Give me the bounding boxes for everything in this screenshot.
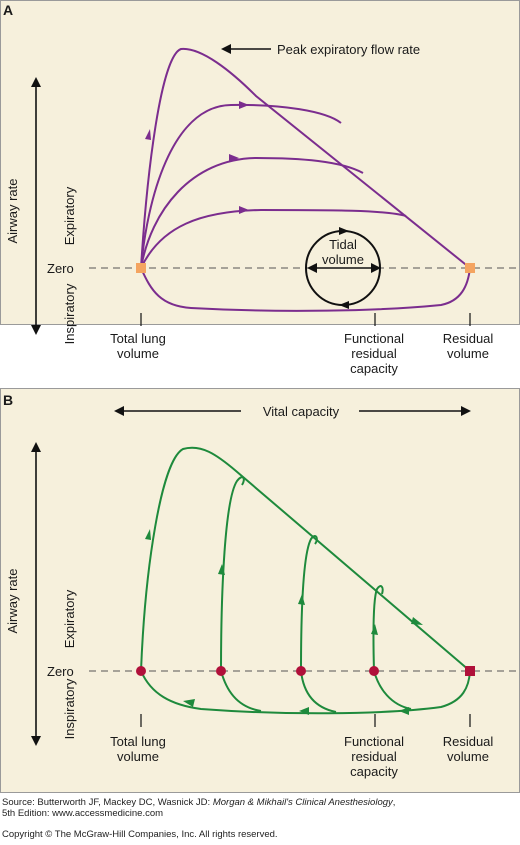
footer-copyright: Copyright © The McGraw-Hill Companies, I…: [2, 829, 278, 840]
panel-b-arrow-up-2: [218, 564, 225, 575]
panel-a-x-label-frc-3: capacity: [350, 361, 398, 376]
footer-source-title: Morgan & Mikhail's Clinical Anesthesiolo…: [212, 797, 393, 808]
panel-b-curve-arrows: [145, 529, 423, 715]
panel-b-inspiratory-curve-1: [140, 670, 471, 715]
panel-b-marker-3: [296, 666, 306, 676]
panel-a-x-label-frc-2: residual: [351, 346, 397, 361]
panel-a-arrow-right-3: [239, 206, 249, 214]
panel-a-diagram: A Airway rate Expiratory Inspiratory Zer…: [3, 2, 519, 344]
panel-a-arrow-right-2: [229, 154, 239, 162]
panel-a-tidal-loop-arrow-top: [339, 227, 349, 235]
panel-b-marker-1: [136, 666, 146, 676]
footer-source-prefix: Source: Butterworth JF, Mackey DC, Wasni…: [2, 797, 213, 808]
panel-a-y-axis-label: Airway rate: [5, 178, 20, 243]
panel-a-peak-label: Peak expiratory flow rate: [277, 42, 420, 57]
panel-a-flow-volume-loops: A Airway rate Expiratory Inspiratory Zer…: [0, 0, 520, 344]
panel-a-curve-max: [140, 47, 471, 269]
panel-a-expiratory-label: Expiratory: [62, 186, 77, 245]
panel-a-x-label-rv-1: Residual: [443, 331, 494, 346]
panel-a-curve-2: [140, 103, 342, 269]
panel-b-x-label-frc-1: Functional: [344, 734, 404, 749]
panel-a-tidal-label-2: volume: [322, 252, 364, 267]
panel-b-marker-4: [369, 666, 379, 676]
panel-a-x-label-tlc-2: volume: [117, 346, 159, 361]
panel-b-inspiratory-curve-3: [300, 670, 337, 713]
panel-a-x-label-rv-2: volume: [447, 346, 489, 361]
panel-b-curve-max: [140, 446, 471, 672]
panel-a-curve-arrows: [145, 101, 249, 214]
panel-b-x-label-rv-2: volume: [447, 749, 489, 764]
panel-a-x-labels: Total lung volume Functional residual ca…: [110, 331, 494, 376]
panel-a-tidal-label-1: Tidal: [329, 237, 357, 252]
panel-b-x-label-frc-2: residual: [351, 749, 397, 764]
footer-source-suffix: ,: [392, 797, 396, 808]
panel-b-inspiratory-curve-2: [220, 670, 262, 712]
panel-a-x-label-tlc-1: Total lung: [110, 331, 166, 346]
panel-b-x-label-rv-1: Residual: [443, 734, 494, 749]
panel-b-x-label-frc-3: capacity: [350, 764, 398, 779]
panel-a-marker-rv: [465, 263, 475, 273]
panel-a-arrow-right-1: [239, 101, 249, 109]
panel-a-curve-4: [140, 208, 407, 269]
panel-b-diagram: B Vital capacity Airway rate Expiratory …: [3, 392, 519, 746]
panel-b-arrow-left-1: [183, 699, 195, 707]
panel-b-marker-2: [216, 666, 226, 676]
panel-b-curves: [140, 446, 471, 715]
panel-b-arrow-left-3: [399, 707, 409, 715]
panel-b-y-axis-label: Airway rate: [5, 568, 20, 633]
panel-b-arrow-left-2: [299, 707, 309, 715]
panel-b-marker-rv: [465, 666, 475, 676]
footer-source: Source: Butterworth JF, Mackey DC, Wasni…: [2, 797, 395, 819]
panel-a-marker-tlc: [136, 263, 146, 273]
panel-b-arrow-up-4: [371, 624, 378, 635]
panel-b-x-label-tlc-1: Total lung: [110, 734, 166, 749]
panel-b-x-labels: Total lung volume Functional residual ca…: [110, 734, 494, 779]
panel-b-arrow-down-diagonal: [411, 617, 423, 625]
panel-b-arrow-up-3: [298, 594, 305, 605]
panel-b-zero-label: Zero: [47, 664, 74, 679]
panel-a-x-label-frc-1: Functional: [344, 331, 404, 346]
panel-b-curve-3: [300, 535, 318, 672]
panel-a-arrow-up-1: [145, 129, 151, 140]
panel-b-arrow-up-1: [145, 529, 151, 540]
panel-a-zero-label: Zero: [47, 261, 74, 276]
panel-b-inspiratory-curve-4: [373, 670, 412, 710]
panel-b-x-label-tlc-2: volume: [117, 749, 159, 764]
panel-b-vital-capacity-label: Vital capacity: [263, 404, 340, 419]
footer-source-line2: 5th Edition: www.accessmedicine.com: [2, 808, 164, 819]
panel-b-inspiratory-label: Inspiratory: [62, 678, 77, 739]
panel-b-letter: B: [3, 392, 13, 408]
panel-b-curve-4: [372, 585, 384, 672]
panel-b-expiratory-label: Expiratory: [62, 589, 77, 648]
panel-b-curve-2: [220, 476, 245, 672]
panel-a-inspiratory-label: Inspiratory: [62, 283, 77, 344]
panel-a-tidal-loop-arrow-bottom: [339, 301, 349, 309]
panel-a-curves: [140, 47, 471, 312]
panel-a-inspiratory-curve: [140, 267, 471, 312]
panel-a-curve-3: [140, 156, 364, 269]
panel-a-letter: A: [3, 2, 13, 18]
